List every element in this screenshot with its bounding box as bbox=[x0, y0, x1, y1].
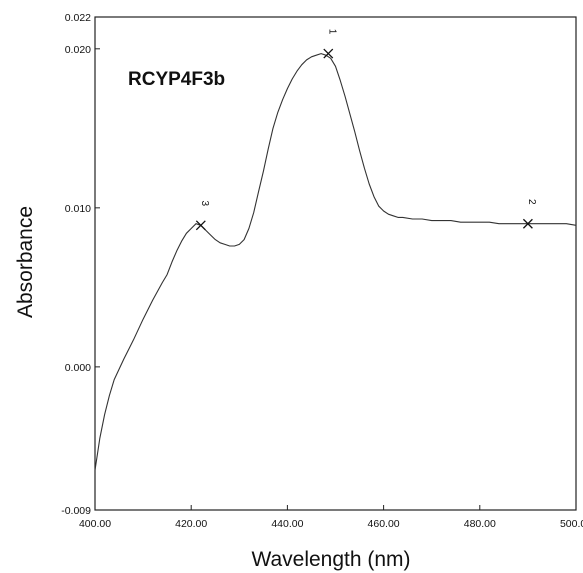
peak-marker: 2 bbox=[522, 199, 537, 229]
peak-marker-x bbox=[522, 218, 533, 229]
spectrum-line bbox=[94, 53, 577, 471]
x-tick-label: 500.00 bbox=[560, 518, 583, 530]
plot-border bbox=[94, 16, 577, 511]
x-axis-title: Wavelength (nm) bbox=[251, 548, 410, 571]
peak-marker-x bbox=[195, 220, 206, 231]
y-axis-title: Absorbance bbox=[14, 206, 37, 318]
peak-marker: 1 bbox=[323, 29, 337, 59]
y-tick-label: 0.000 bbox=[65, 362, 91, 374]
x-axis-ticks: 400.00 420.00 440.00 460.00 480.00 500.00 bbox=[79, 505, 583, 530]
y-axis-ticks: -0.009 0.000 0.010 0.020 0.022 bbox=[61, 12, 100, 517]
peak-markers: 1 2 3 bbox=[195, 29, 537, 231]
x-tick-label: 480.00 bbox=[464, 518, 496, 530]
chart-title: RCYP4F3b bbox=[128, 69, 225, 90]
x-tick-label: 420.00 bbox=[175, 518, 207, 530]
y-tick-label: 0.010 bbox=[65, 203, 91, 215]
plot-frame bbox=[94, 16, 577, 511]
x-tick-label: 460.00 bbox=[368, 518, 400, 530]
x-tick-label: 440.00 bbox=[271, 518, 303, 530]
peak-marker: 3 bbox=[195, 201, 210, 231]
peak-marker-x bbox=[323, 48, 334, 59]
y-tick-label: 0.020 bbox=[65, 44, 91, 56]
peak-marker-label: 1 bbox=[326, 29, 337, 35]
y-tick-label: 0.022 bbox=[65, 12, 91, 24]
x-tick-label: 400.00 bbox=[79, 518, 111, 530]
peak-marker-label: 3 bbox=[199, 201, 210, 207]
series-layer bbox=[94, 53, 577, 471]
peak-marker-label: 2 bbox=[526, 199, 537, 205]
y-tick-label: -0.009 bbox=[61, 505, 91, 517]
